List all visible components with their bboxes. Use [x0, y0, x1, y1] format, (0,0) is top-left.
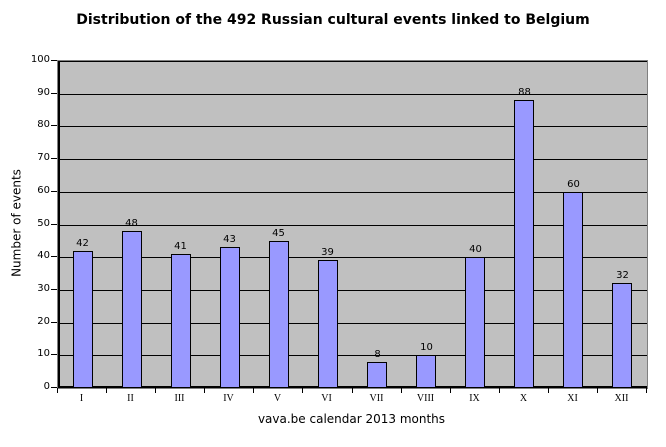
bar	[465, 257, 485, 388]
x-tick-label: II	[127, 393, 134, 404]
bar-value-label: 41	[174, 241, 187, 252]
x-tick-mark	[57, 388, 58, 393]
bar-value-label: 45	[272, 228, 285, 239]
bar	[514, 100, 534, 388]
gridline	[58, 61, 647, 62]
bar	[73, 251, 93, 388]
x-tick-mark	[646, 388, 647, 393]
y-tick-label: 100	[30, 54, 50, 65]
x-tick-label: I	[79, 393, 84, 404]
gridline	[58, 257, 647, 258]
bar-value-label: 60	[567, 179, 580, 190]
bar-value-label: 8	[374, 349, 381, 360]
gridline	[58, 192, 647, 193]
y-tick-mark	[51, 60, 57, 61]
bar-value-label: 32	[616, 270, 629, 281]
y-tick-mark	[51, 256, 57, 257]
x-tick-mark	[450, 388, 451, 393]
y-tick-label: 80	[37, 119, 50, 130]
bar	[122, 231, 142, 388]
gridline	[58, 126, 647, 127]
y-tick-label: 0	[43, 381, 50, 392]
gridline	[58, 94, 647, 95]
x-tick-mark	[106, 388, 107, 393]
bar-value-label: 40	[469, 244, 482, 255]
y-tick-label: 20	[37, 316, 50, 327]
x-axis-title: vava.be calendar 2013 months	[257, 412, 446, 426]
gridline	[58, 355, 647, 356]
x-tick-mark	[253, 388, 254, 393]
y-tick-label: 70	[37, 152, 50, 163]
x-tick-mark	[155, 388, 156, 393]
bar-value-label: 48	[125, 218, 138, 229]
y-axis-line	[58, 61, 60, 388]
x-tick-label: IX	[469, 393, 480, 404]
bar	[367, 362, 387, 388]
y-tick-label: 90	[37, 87, 50, 98]
y-tick-mark	[51, 289, 57, 290]
bar-value-label: 42	[76, 238, 89, 249]
plot-area: 42 48 41 43 45 39 8 10 40 88 60 32	[57, 60, 648, 389]
bar	[220, 247, 240, 388]
bar-value-label: 10	[420, 342, 433, 353]
gridline	[58, 225, 647, 226]
y-tick-mark	[51, 158, 57, 159]
x-tick-label: X	[519, 393, 528, 404]
y-tick-label: 10	[37, 348, 50, 359]
bar	[563, 192, 583, 388]
gridline	[58, 323, 647, 324]
bar	[612, 283, 632, 388]
x-tick-label: VIII	[416, 393, 435, 404]
x-tick-label: VI	[321, 393, 332, 404]
y-tick-mark	[51, 354, 57, 355]
y-tick-mark	[51, 224, 57, 225]
y-tick-label: 50	[37, 218, 50, 229]
y-tick-mark	[51, 125, 57, 126]
gridline	[58, 159, 647, 160]
y-tick-mark	[51, 191, 57, 192]
x-tick-label: IV	[223, 393, 234, 404]
y-tick-mark	[51, 93, 57, 94]
bar	[269, 241, 289, 388]
x-tick-label: V	[273, 393, 282, 404]
x-tick-mark	[499, 388, 500, 393]
x-tick-mark	[401, 388, 402, 393]
x-tick-mark	[548, 388, 549, 393]
bar-value-label: 39	[321, 247, 334, 258]
bar	[171, 254, 191, 388]
chart-title: Distribution of the 492 Russian cultural…	[76, 12, 590, 28]
x-tick-mark	[597, 388, 598, 393]
x-tick-mark	[204, 388, 205, 393]
y-tick-label: 30	[37, 283, 50, 294]
y-tick-label: 60	[37, 185, 50, 196]
y-tick-mark	[51, 387, 57, 388]
x-tick-mark	[352, 388, 353, 393]
x-axis-line	[58, 386, 647, 388]
bar	[318, 260, 338, 388]
y-tick-label: 40	[37, 250, 50, 261]
x-tick-label: III	[174, 393, 185, 404]
x-tick-label: VII	[369, 393, 384, 404]
gridline	[58, 290, 647, 291]
bar-value-label: 43	[223, 234, 236, 245]
x-tick-label: XII	[614, 393, 629, 404]
bar-value-label: 88	[518, 87, 531, 98]
bar	[416, 355, 436, 388]
x-tick-mark	[302, 388, 303, 393]
y-tick-mark	[51, 322, 57, 323]
x-tick-label: XI	[567, 393, 578, 404]
